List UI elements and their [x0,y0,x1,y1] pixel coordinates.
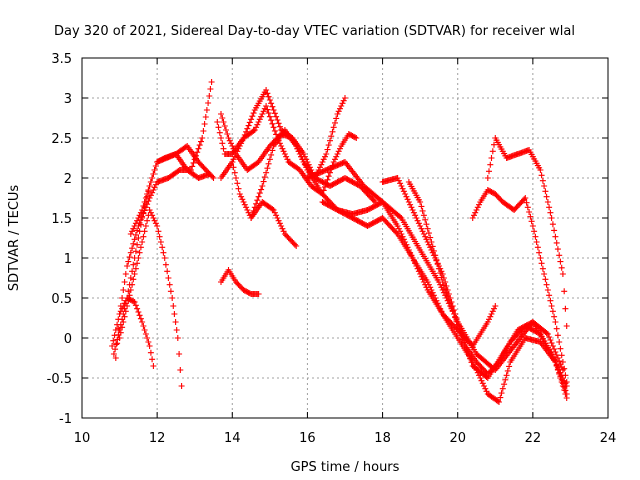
x-tick-label: 14 [224,431,241,446]
y-tick-label: -1 [59,412,72,427]
point-markers [112,295,157,369]
series-track-4 [112,295,157,369]
x-tick-label: 12 [149,431,166,446]
series-track-13 [304,159,570,389]
point-markers [218,111,379,205]
x-tick-label: 18 [374,431,391,446]
y-tick-label: 1.5 [51,212,72,227]
x-axis-label: GPS time / hours [291,460,400,475]
y-tick-label: 2.5 [51,132,72,147]
y-tick-label: 3.5 [51,52,72,67]
y-tick-label: 3 [64,92,72,107]
y-axis-label: SDTVAR / TECUs [7,185,22,292]
plot-frame [81,57,609,419]
point-markers [319,199,570,405]
series-track-16 [469,187,570,385]
y-tick-label: 1 [64,252,72,267]
series-track-8 [218,111,379,205]
series-track-15 [405,179,570,401]
point-markers [484,135,570,329]
series-track-3 [116,207,185,389]
grid [82,58,608,418]
point-markers [304,159,570,389]
x-tick-label: 24 [600,431,617,446]
x-tick-label: 10 [74,431,91,446]
point-markers [116,207,185,389]
x-tick-label: 16 [299,431,316,446]
series-track-12 [319,199,570,405]
point-markers [469,187,570,385]
data-marks [109,79,570,405]
point-markers [127,143,217,237]
y-axis-ticks: -1 -0.5 0 0.5 1 1.5 2 2.5 3 3.5 [47,52,608,427]
x-tick-label: 22 [525,431,542,446]
x-tick-label: 20 [449,431,466,446]
series-track-17 [484,135,570,329]
x-axis-ticks: 10 12 14 16 18 20 22 24 [74,58,617,446]
y-tick-label: 2 [64,172,72,187]
chart-title: Day 320 of 2021, Sidereal Day-to-day VTE… [54,24,575,39]
y-tick-label: -0.5 [47,372,72,387]
point-markers [405,179,570,401]
series-track-10 [218,267,262,297]
point-markers [218,267,262,297]
y-tick-label: 0 [64,332,72,347]
y-tick-label: 0.5 [51,292,72,307]
series-track-5 [127,143,217,237]
